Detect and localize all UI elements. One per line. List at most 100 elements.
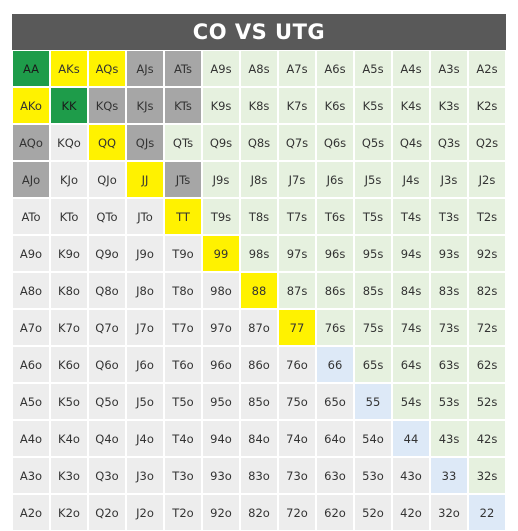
hand-cell: A9o [12, 235, 50, 272]
hand-cell: 62s [468, 346, 506, 383]
hand-cell: A6s [316, 50, 354, 87]
hand-cell: AKo [12, 87, 50, 124]
hand-cell: 63o [316, 457, 354, 494]
hand-cell: KTs [164, 87, 202, 124]
hand-cell: J3o [126, 457, 164, 494]
hand-cell: A9s [202, 50, 240, 87]
hand-cell: JTo [126, 198, 164, 235]
hand-cell: KQo [50, 124, 88, 161]
hand-cell: A7s [278, 50, 316, 87]
hand-cell: 44 [392, 420, 430, 457]
hand-cell: ATo [12, 198, 50, 235]
hand-cell: 66 [316, 346, 354, 383]
hand-cell: Q3o [88, 457, 126, 494]
hand-cell: 93o [202, 457, 240, 494]
hand-cell: J7o [126, 309, 164, 346]
chart-title: CO VS UTG [12, 14, 506, 50]
hand-cell: K5o [50, 383, 88, 420]
hand-cell: KTo [50, 198, 88, 235]
hand-cell: JTs [164, 161, 202, 198]
hand-cell: 96s [316, 235, 354, 272]
hand-cell: 74o [278, 420, 316, 457]
hand-cell: A4o [12, 420, 50, 457]
hand-cell: AQs [88, 50, 126, 87]
hand-cell: AJs [126, 50, 164, 87]
hand-cell: 87o [240, 309, 278, 346]
hand-cell: 83s [430, 272, 468, 309]
hand-cell: 54s [392, 383, 430, 420]
hand-cell: 97o [202, 309, 240, 346]
hand-cell: Q7s [278, 124, 316, 161]
hand-cell: 97s [278, 235, 316, 272]
hand-cell: 63s [430, 346, 468, 383]
hand-cell: Q7o [88, 309, 126, 346]
hand-cell: 77 [278, 309, 316, 346]
hand-cell: J2o [126, 494, 164, 531]
hand-cell: 55 [354, 383, 392, 420]
hand-cell: Q9s [202, 124, 240, 161]
hand-cell: K9o [50, 235, 88, 272]
hand-cell: K7s [278, 87, 316, 124]
hand-cell: 72s [468, 309, 506, 346]
hand-cell: 32o [430, 494, 468, 531]
hand-cell: J6o [126, 346, 164, 383]
hand-cell: Q8o [88, 272, 126, 309]
hand-cell: K6s [316, 87, 354, 124]
hand-cell: AJo [12, 161, 50, 198]
hand-cell: A3s [430, 50, 468, 87]
hand-cell: 95s [354, 235, 392, 272]
hand-cell: A8s [240, 50, 278, 87]
hand-cell: K8s [240, 87, 278, 124]
hand-cell: 52o [354, 494, 392, 531]
hand-cell: T9s [202, 198, 240, 235]
hand-cell: 85o [240, 383, 278, 420]
hand-cell: 64s [392, 346, 430, 383]
hand-cell: K5s [354, 87, 392, 124]
hand-cell: 84s [392, 272, 430, 309]
hand-cell: 52s [468, 383, 506, 420]
hand-cell: ATs [164, 50, 202, 87]
hand-cell: T4s [392, 198, 430, 235]
hand-cell: T9o [164, 235, 202, 272]
hand-cell: 53s [430, 383, 468, 420]
hand-cell: T8s [240, 198, 278, 235]
hand-cell: J2s [468, 161, 506, 198]
hand-cell: K3s [430, 87, 468, 124]
hand-cell: KJs [126, 87, 164, 124]
hand-cell: A5s [354, 50, 392, 87]
hand-cell: A4s [392, 50, 430, 87]
hand-cell: A2o [12, 494, 50, 531]
hand-cell: 86o [240, 346, 278, 383]
hand-cell: 96o [202, 346, 240, 383]
hand-cell: J8s [240, 161, 278, 198]
hand-cell: K4o [50, 420, 88, 457]
hand-cell: 75o [278, 383, 316, 420]
hand-cell: 73s [430, 309, 468, 346]
hand-cell: 84o [240, 420, 278, 457]
hand-cell: 22 [468, 494, 506, 531]
hand-cell: 65o [316, 383, 354, 420]
hand-cell: A6o [12, 346, 50, 383]
hand-cell: T7s [278, 198, 316, 235]
hand-cell: Q8s [240, 124, 278, 161]
hand-cell: Q6o [88, 346, 126, 383]
hand-cell: 43o [392, 457, 430, 494]
hand-cell: T4o [164, 420, 202, 457]
hand-cell: 53o [354, 457, 392, 494]
hand-cell: J4s [392, 161, 430, 198]
hand-cell: 98o [202, 272, 240, 309]
hand-cell: T6o [164, 346, 202, 383]
hand-cell: 62o [316, 494, 354, 531]
hand-cell: K9s [202, 87, 240, 124]
hand-cell: QTo [88, 198, 126, 235]
hand-cell: 74s [392, 309, 430, 346]
hand-cell: QQ [88, 124, 126, 161]
hand-cell: K4s [392, 87, 430, 124]
hand-cell: J9s [202, 161, 240, 198]
hand-cell: 42o [392, 494, 430, 531]
hand-cell: Q6s [316, 124, 354, 161]
hand-cell: K6o [50, 346, 88, 383]
hand-cell: 94s [392, 235, 430, 272]
hand-cell: 33 [430, 457, 468, 494]
hand-cell: 83o [240, 457, 278, 494]
